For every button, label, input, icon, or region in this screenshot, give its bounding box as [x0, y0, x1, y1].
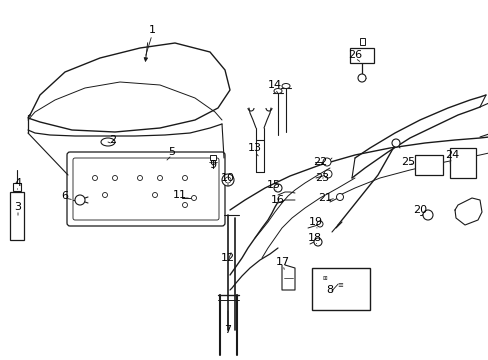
- Text: 2: 2: [109, 135, 116, 145]
- Circle shape: [75, 195, 85, 205]
- Text: ⊞: ⊞: [322, 275, 326, 280]
- Text: 17: 17: [275, 257, 289, 267]
- Text: 5: 5: [168, 147, 175, 157]
- Text: 26: 26: [347, 50, 361, 60]
- Text: 25: 25: [400, 157, 414, 167]
- Text: 11: 11: [173, 190, 186, 200]
- Circle shape: [224, 177, 230, 183]
- Circle shape: [357, 74, 365, 82]
- Ellipse shape: [101, 138, 115, 146]
- Text: 8: 8: [326, 285, 333, 295]
- Text: 15: 15: [266, 180, 281, 190]
- Circle shape: [273, 184, 282, 192]
- Circle shape: [112, 175, 117, 180]
- Text: 7: 7: [224, 325, 231, 335]
- Text: 9: 9: [209, 160, 216, 170]
- Bar: [359, 38, 364, 45]
- Text: 22: 22: [312, 157, 326, 167]
- Bar: [349, 48, 373, 63]
- Text: 3: 3: [15, 202, 21, 212]
- Bar: [13, 183, 21, 191]
- Circle shape: [102, 193, 107, 198]
- Circle shape: [391, 139, 399, 147]
- Circle shape: [157, 175, 162, 180]
- Text: 19: 19: [308, 217, 323, 227]
- Circle shape: [182, 202, 187, 207]
- Bar: [10, 192, 24, 240]
- Ellipse shape: [282, 84, 289, 89]
- Circle shape: [137, 175, 142, 180]
- Circle shape: [324, 170, 331, 178]
- Text: 16: 16: [270, 195, 285, 205]
- Circle shape: [336, 194, 343, 201]
- Text: 13: 13: [247, 143, 262, 153]
- Circle shape: [222, 174, 234, 186]
- Text: 10: 10: [221, 173, 235, 183]
- Bar: [414, 155, 442, 175]
- Text: 20: 20: [412, 205, 426, 215]
- Circle shape: [316, 221, 323, 227]
- Text: 18: 18: [307, 233, 322, 243]
- Circle shape: [191, 195, 196, 201]
- Text: 23: 23: [314, 173, 328, 183]
- Bar: [209, 155, 216, 160]
- Circle shape: [323, 158, 330, 166]
- Text: 6: 6: [61, 191, 68, 201]
- Text: 4: 4: [15, 178, 21, 188]
- Bar: [449, 148, 475, 178]
- Circle shape: [182, 175, 187, 180]
- FancyBboxPatch shape: [67, 152, 224, 226]
- Text: ≡: ≡: [336, 282, 342, 288]
- Circle shape: [422, 210, 432, 220]
- Text: 12: 12: [221, 253, 235, 263]
- Text: 24: 24: [444, 150, 458, 160]
- Circle shape: [92, 175, 97, 180]
- Text: 14: 14: [267, 80, 282, 90]
- Text: 21: 21: [317, 193, 331, 203]
- Circle shape: [313, 238, 321, 246]
- Bar: [311, 268, 369, 310]
- Circle shape: [152, 193, 157, 198]
- Text: 1: 1: [148, 25, 155, 35]
- Ellipse shape: [273, 89, 282, 94]
